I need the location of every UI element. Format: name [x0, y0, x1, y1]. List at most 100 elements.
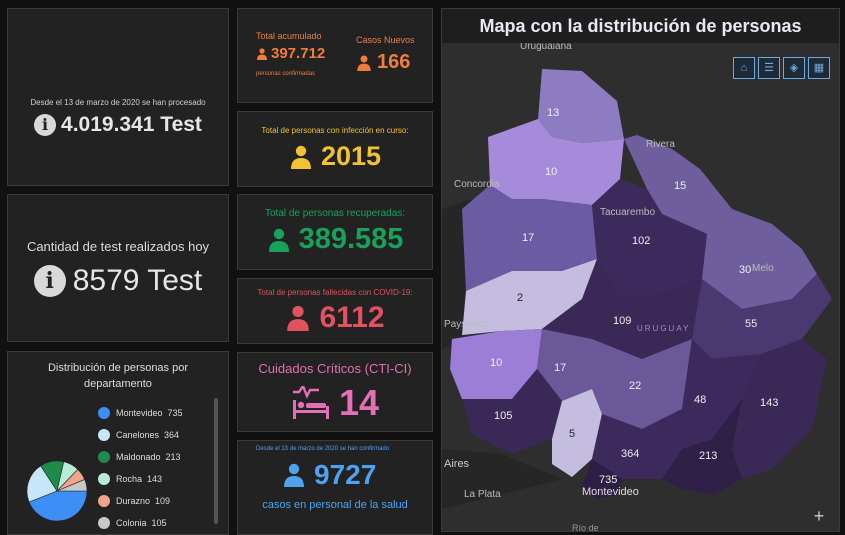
map-region-label: 213	[699, 450, 717, 462]
region-salto[interactable]	[488, 119, 624, 205]
pie-slice-montevideo[interactable]	[28, 490, 88, 522]
accumulated-card: Total acumulado 397.712 personas confirm…	[237, 8, 433, 103]
region-durazno[interactable]	[542, 259, 702, 359]
distribution-card: Distribución de personas por departament…	[7, 351, 229, 535]
region-florida[interactable]	[592, 339, 692, 429]
active-value: 2015	[320, 141, 382, 171]
map-region-label: 735	[599, 474, 617, 486]
map-region-label: 13	[547, 107, 559, 119]
place-label: Aires	[444, 458, 470, 470]
region-colonia[interactable]	[462, 369, 562, 454]
place-label: Montevideo	[582, 486, 639, 498]
map-region-label: 15	[674, 180, 686, 192]
health-staff-value: 9727	[314, 459, 377, 490]
hospital-bed-icon	[292, 385, 329, 419]
tests-today-caption: Cantidad de test realizados hoy	[26, 238, 210, 254]
legend-item[interactable]: Rocha 143	[98, 468, 183, 490]
accumulated-label: Total acumulado	[256, 31, 322, 41]
critical-label: Cuidados Críticos (CTI-CI)	[258, 360, 412, 376]
legend-dot	[98, 495, 110, 507]
region-montevideo[interactable]	[582, 459, 622, 499]
distribution-title: Distribución de personas por departament…	[47, 362, 189, 390]
legend-item[interactable]: Maldonado 213	[98, 446, 183, 468]
region-paysandu[interactable]	[462, 185, 597, 291]
legend-label: Colonia	[116, 518, 147, 528]
legend-label: Maldonado	[116, 452, 161, 462]
tests-total-caption: Desde el 13 de marzo de 2020 se han proc…	[30, 97, 206, 107]
distribution-pie	[26, 460, 88, 522]
region-artigas[interactable]	[538, 69, 624, 143]
info-icon: i	[33, 264, 66, 297]
legend-value: 105	[151, 518, 167, 528]
region-san-jose[interactable]	[552, 389, 602, 477]
person-icon	[257, 47, 267, 60]
active-card: Total de personas con infección en curso…	[237, 111, 433, 187]
region-rivera[interactable]	[624, 135, 732, 234]
region-maldonado[interactable]	[662, 399, 742, 495]
pie-slice-colonia[interactable]	[56, 479, 88, 492]
map-region-label: 102	[632, 235, 650, 247]
region-lavalleja[interactable]	[682, 339, 762, 449]
region-treinta-y-tres[interactable]	[692, 274, 832, 359]
critical-value: 14	[338, 381, 380, 423]
legend-label: Durazno	[116, 496, 151, 506]
grid-icon[interactable]: ▦	[808, 57, 830, 79]
legend-label: Montevideo	[116, 408, 163, 418]
map-region-label: 48	[694, 394, 706, 406]
legend-value: 143	[147, 474, 163, 484]
legend-item[interactable]: Montevideo 735	[98, 402, 183, 424]
uruguay-map[interactable]: 13 10 15 17 102 30 2 109 55 10 17 22 105…	[442, 9, 840, 532]
home-icon[interactable]: ⌂	[733, 57, 755, 79]
map-panel[interactable]: 13 10 15 17 102 30 2 109 55 10 17 22 105…	[441, 8, 840, 532]
map-region-label: 22	[629, 380, 641, 392]
layers-icon[interactable]: ◈	[783, 57, 805, 79]
deceased-value: 6112	[319, 300, 385, 334]
legend-item[interactable]: Canelones 364	[98, 424, 183, 446]
legend-dot	[98, 407, 110, 419]
map-region-label: 105	[494, 410, 512, 422]
health-staff-caption: Desde el 13 de marzo de 2020 se han conf…	[256, 446, 390, 452]
map-region-label: 2	[517, 292, 523, 304]
legend-item[interactable]: Durazno 109	[98, 490, 183, 512]
place-label: URUGUAY	[637, 324, 690, 333]
map-region-label: 109	[613, 315, 631, 327]
place-label: Tacuarembo	[600, 207, 655, 218]
recovered-label: Total de personas recuperadas:	[264, 208, 406, 219]
person-icon	[268, 228, 289, 252]
region-canelones[interactable]	[592, 409, 682, 479]
legend-scrollbar[interactable]	[214, 398, 218, 524]
health-staff-card: Desde el 13 de marzo de 2020 se han conf…	[237, 440, 433, 535]
map-region-label: 55	[745, 318, 757, 330]
legend-value: 364	[164, 430, 180, 440]
legend-item[interactable]: Colonia 105	[98, 512, 183, 534]
person-icon	[284, 463, 304, 487]
region-cerro-largo[interactable]	[702, 209, 817, 309]
region-rio-negro[interactable]	[462, 259, 597, 335]
tests-today-value: 8579 Test	[72, 263, 203, 297]
place-label: Concordia	[454, 179, 500, 190]
legend-dot	[98, 451, 110, 463]
legend-value: 213	[165, 452, 181, 462]
tests-total-card: Desde el 13 de marzo de 2020 se han proc…	[7, 8, 229, 186]
accumulated-sub: personas confirmadas	[256, 71, 316, 77]
deceased-card: Total de personas fallecidas con COVID-1…	[237, 278, 433, 344]
legend-dot	[98, 517, 110, 529]
place-label: Uruguaiana	[520, 41, 572, 52]
critical-card: Cuidados Críticos (CTI-CI) 14	[237, 352, 433, 432]
map-region-label: 143	[760, 397, 778, 409]
legend-label: Canelones	[116, 430, 160, 440]
map-title: Mapa con la distribución de personas	[442, 9, 839, 43]
region-rocha[interactable]	[732, 339, 827, 479]
legend-label: Rocha	[116, 474, 143, 484]
region-flores[interactable]	[537, 329, 592, 401]
distribution-legend: Montevideo 735 Canelones 364 Maldonado 213 Roc…	[98, 402, 183, 534]
region-soriano[interactable]	[450, 329, 542, 399]
pie-slice-canelones[interactable]	[26, 465, 58, 503]
region-tacuarembo[interactable]	[592, 179, 707, 299]
list-icon[interactable]: ☰	[758, 57, 780, 79]
map-region-label: 17	[554, 362, 566, 374]
health-staff-sub: casos en personal de la salud	[262, 499, 408, 511]
info-icon: i	[34, 113, 57, 136]
zoom-in-button[interactable]: +	[813, 506, 825, 526]
new-cases-label: Casos Nuevos	[356, 35, 415, 45]
